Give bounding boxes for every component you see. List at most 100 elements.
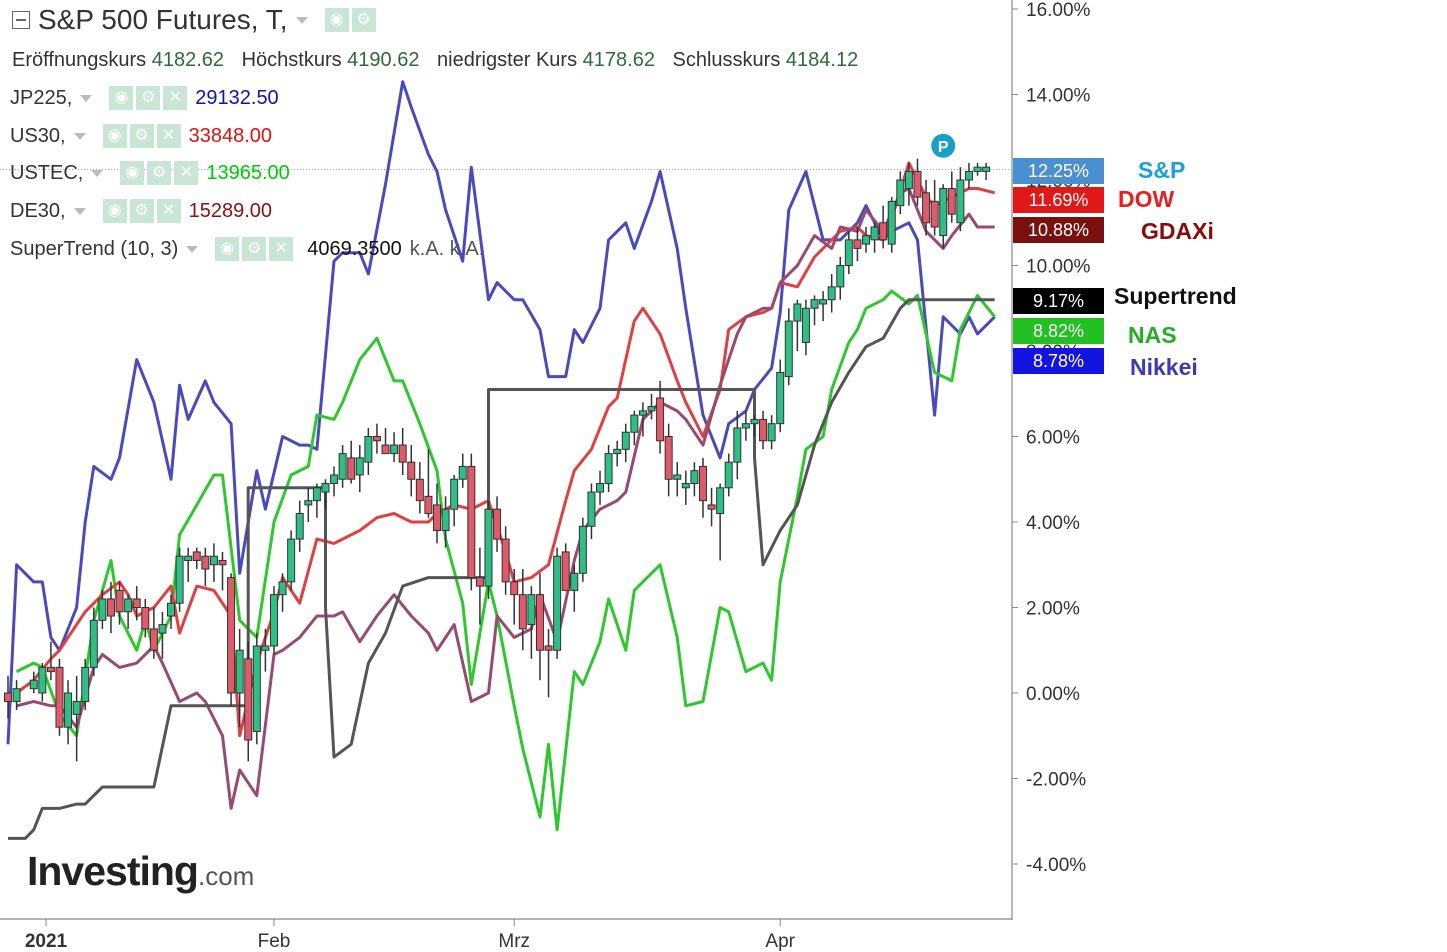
close-icon[interactable]: ✕ — [163, 86, 188, 110]
candle-body — [424, 495, 433, 514]
candle-body — [124, 598, 133, 613]
candle-body — [372, 436, 381, 442]
candle — [681, 470, 690, 505]
candle — [887, 197, 896, 253]
eye-icon[interactable]: ◉ — [102, 199, 127, 223]
candle-body — [596, 483, 605, 493]
candle-body — [175, 555, 184, 604]
gear-icon[interactable]: ⚙ — [129, 199, 154, 223]
candle-body — [415, 478, 424, 502]
legend-label: US30, — [10, 124, 66, 147]
chevron-down-icon[interactable] — [80, 94, 93, 102]
candle — [587, 483, 596, 540]
candle — [235, 628, 244, 728]
candle-body — [304, 500, 313, 506]
candle — [561, 543, 570, 591]
chevron-down-icon[interactable] — [186, 245, 199, 253]
candle — [716, 483, 725, 561]
legend-value: 13965.00 — [206, 161, 290, 184]
gear-icon[interactable]: ⚙ — [129, 124, 154, 148]
candle-body — [879, 222, 888, 241]
ohlc-row: Eröffnungskurs 4182.62 Höchstkurs 4190.6… — [12, 49, 870, 72]
candle-body — [827, 286, 836, 301]
candle — [244, 641, 253, 762]
eye-icon[interactable]: ◉ — [120, 161, 145, 185]
close-icon[interactable]: ✕ — [269, 237, 294, 261]
chevron-down-icon[interactable] — [73, 132, 86, 140]
candle-body — [621, 431, 630, 450]
legend-ustec[interactable]: USTEC, ◉ ⚙ ✕ 13965.00 — [10, 161, 290, 185]
candle-body — [604, 453, 613, 485]
candle-body — [81, 666, 90, 703]
gear-icon[interactable]: ⚙ — [242, 237, 267, 261]
close-icon[interactable]: ✕ — [156, 199, 181, 223]
candle-body — [132, 598, 141, 609]
gear-icon[interactable]: ⚙ — [147, 161, 172, 185]
candle-body — [784, 320, 793, 378]
candle — [192, 547, 201, 570]
series-line-nas — [15, 289, 996, 832]
candle — [879, 205, 888, 249]
candle — [527, 586, 536, 659]
candle-body — [844, 239, 853, 267]
candle — [570, 564, 579, 612]
eye-icon[interactable]: ◉ — [109, 86, 134, 110]
candle — [698, 457, 707, 518]
legend-label: USTEC, — [10, 161, 84, 184]
gear-icon[interactable]: ⚙ — [351, 8, 376, 32]
candle-body — [553, 555, 562, 651]
candle — [518, 569, 527, 651]
candle — [810, 295, 819, 326]
candle — [939, 184, 948, 249]
gear-icon[interactable]: ⚙ — [136, 86, 161, 110]
candle — [475, 547, 484, 625]
candle-body — [630, 414, 639, 433]
candle — [158, 611, 167, 659]
legend-supertrend[interactable]: SuperTrend (10, 3) ◉ ⚙ ✕ 4069.3500 k.A. … — [10, 237, 484, 261]
candle — [733, 410, 742, 480]
candle — [415, 462, 424, 514]
candle-body — [167, 602, 176, 617]
candle-body — [55, 666, 64, 728]
candle-body — [235, 649, 244, 694]
legend-jp225[interactable]: JP225, ◉ ⚙ ✕ 29132.50 — [10, 86, 279, 110]
candle — [553, 547, 562, 659]
close-icon[interactable]: ✕ — [174, 161, 199, 185]
candle-body — [458, 465, 467, 480]
candle — [81, 658, 90, 711]
chevron-down-icon[interactable] — [73, 207, 86, 215]
candle — [913, 158, 922, 206]
candle-body — [398, 444, 407, 463]
ohlc-high-value: 4190.62 — [347, 49, 420, 71]
candle — [38, 663, 47, 702]
candle-body — [252, 645, 261, 732]
candle-body — [862, 235, 870, 245]
legend-value: 4069.3500 — [307, 237, 402, 260]
candle — [750, 415, 759, 437]
eye-icon[interactable]: ◉ — [102, 124, 127, 148]
eye-icon[interactable]: ◉ — [324, 8, 349, 32]
legend-us30[interactable]: US30, ◉ ⚙ ✕ 33848.00 — [10, 124, 272, 148]
candle — [227, 573, 236, 706]
price-tag-sp: 12.25% — [1013, 158, 1104, 184]
close-icon[interactable]: ✕ — [156, 124, 181, 148]
candle — [973, 162, 982, 176]
candle-body — [72, 701, 81, 715]
y-tick-label: 16.00% — [1026, 0, 1091, 21]
candle-body — [12, 688, 21, 703]
legend-label: JP225, — [10, 86, 73, 109]
candle — [338, 445, 347, 488]
legend-de30[interactable]: DE30, ◉ ⚙ ✕ 15289.00 — [10, 199, 272, 223]
candle — [4, 675, 12, 719]
price-tag-gdaxi: 10.88% — [1013, 217, 1104, 243]
collapse-icon[interactable] — [12, 11, 30, 29]
candle-body — [647, 406, 656, 412]
chevron-down-icon[interactable] — [295, 16, 308, 24]
x-tick-label: Feb — [258, 931, 291, 952]
candle-body — [227, 577, 236, 694]
chevron-down-icon[interactable] — [91, 169, 104, 177]
series-line-gdaxi — [16, 187, 995, 810]
candle-body — [578, 525, 587, 574]
candle-body — [535, 594, 544, 651]
eye-icon[interactable]: ◉ — [215, 237, 240, 261]
